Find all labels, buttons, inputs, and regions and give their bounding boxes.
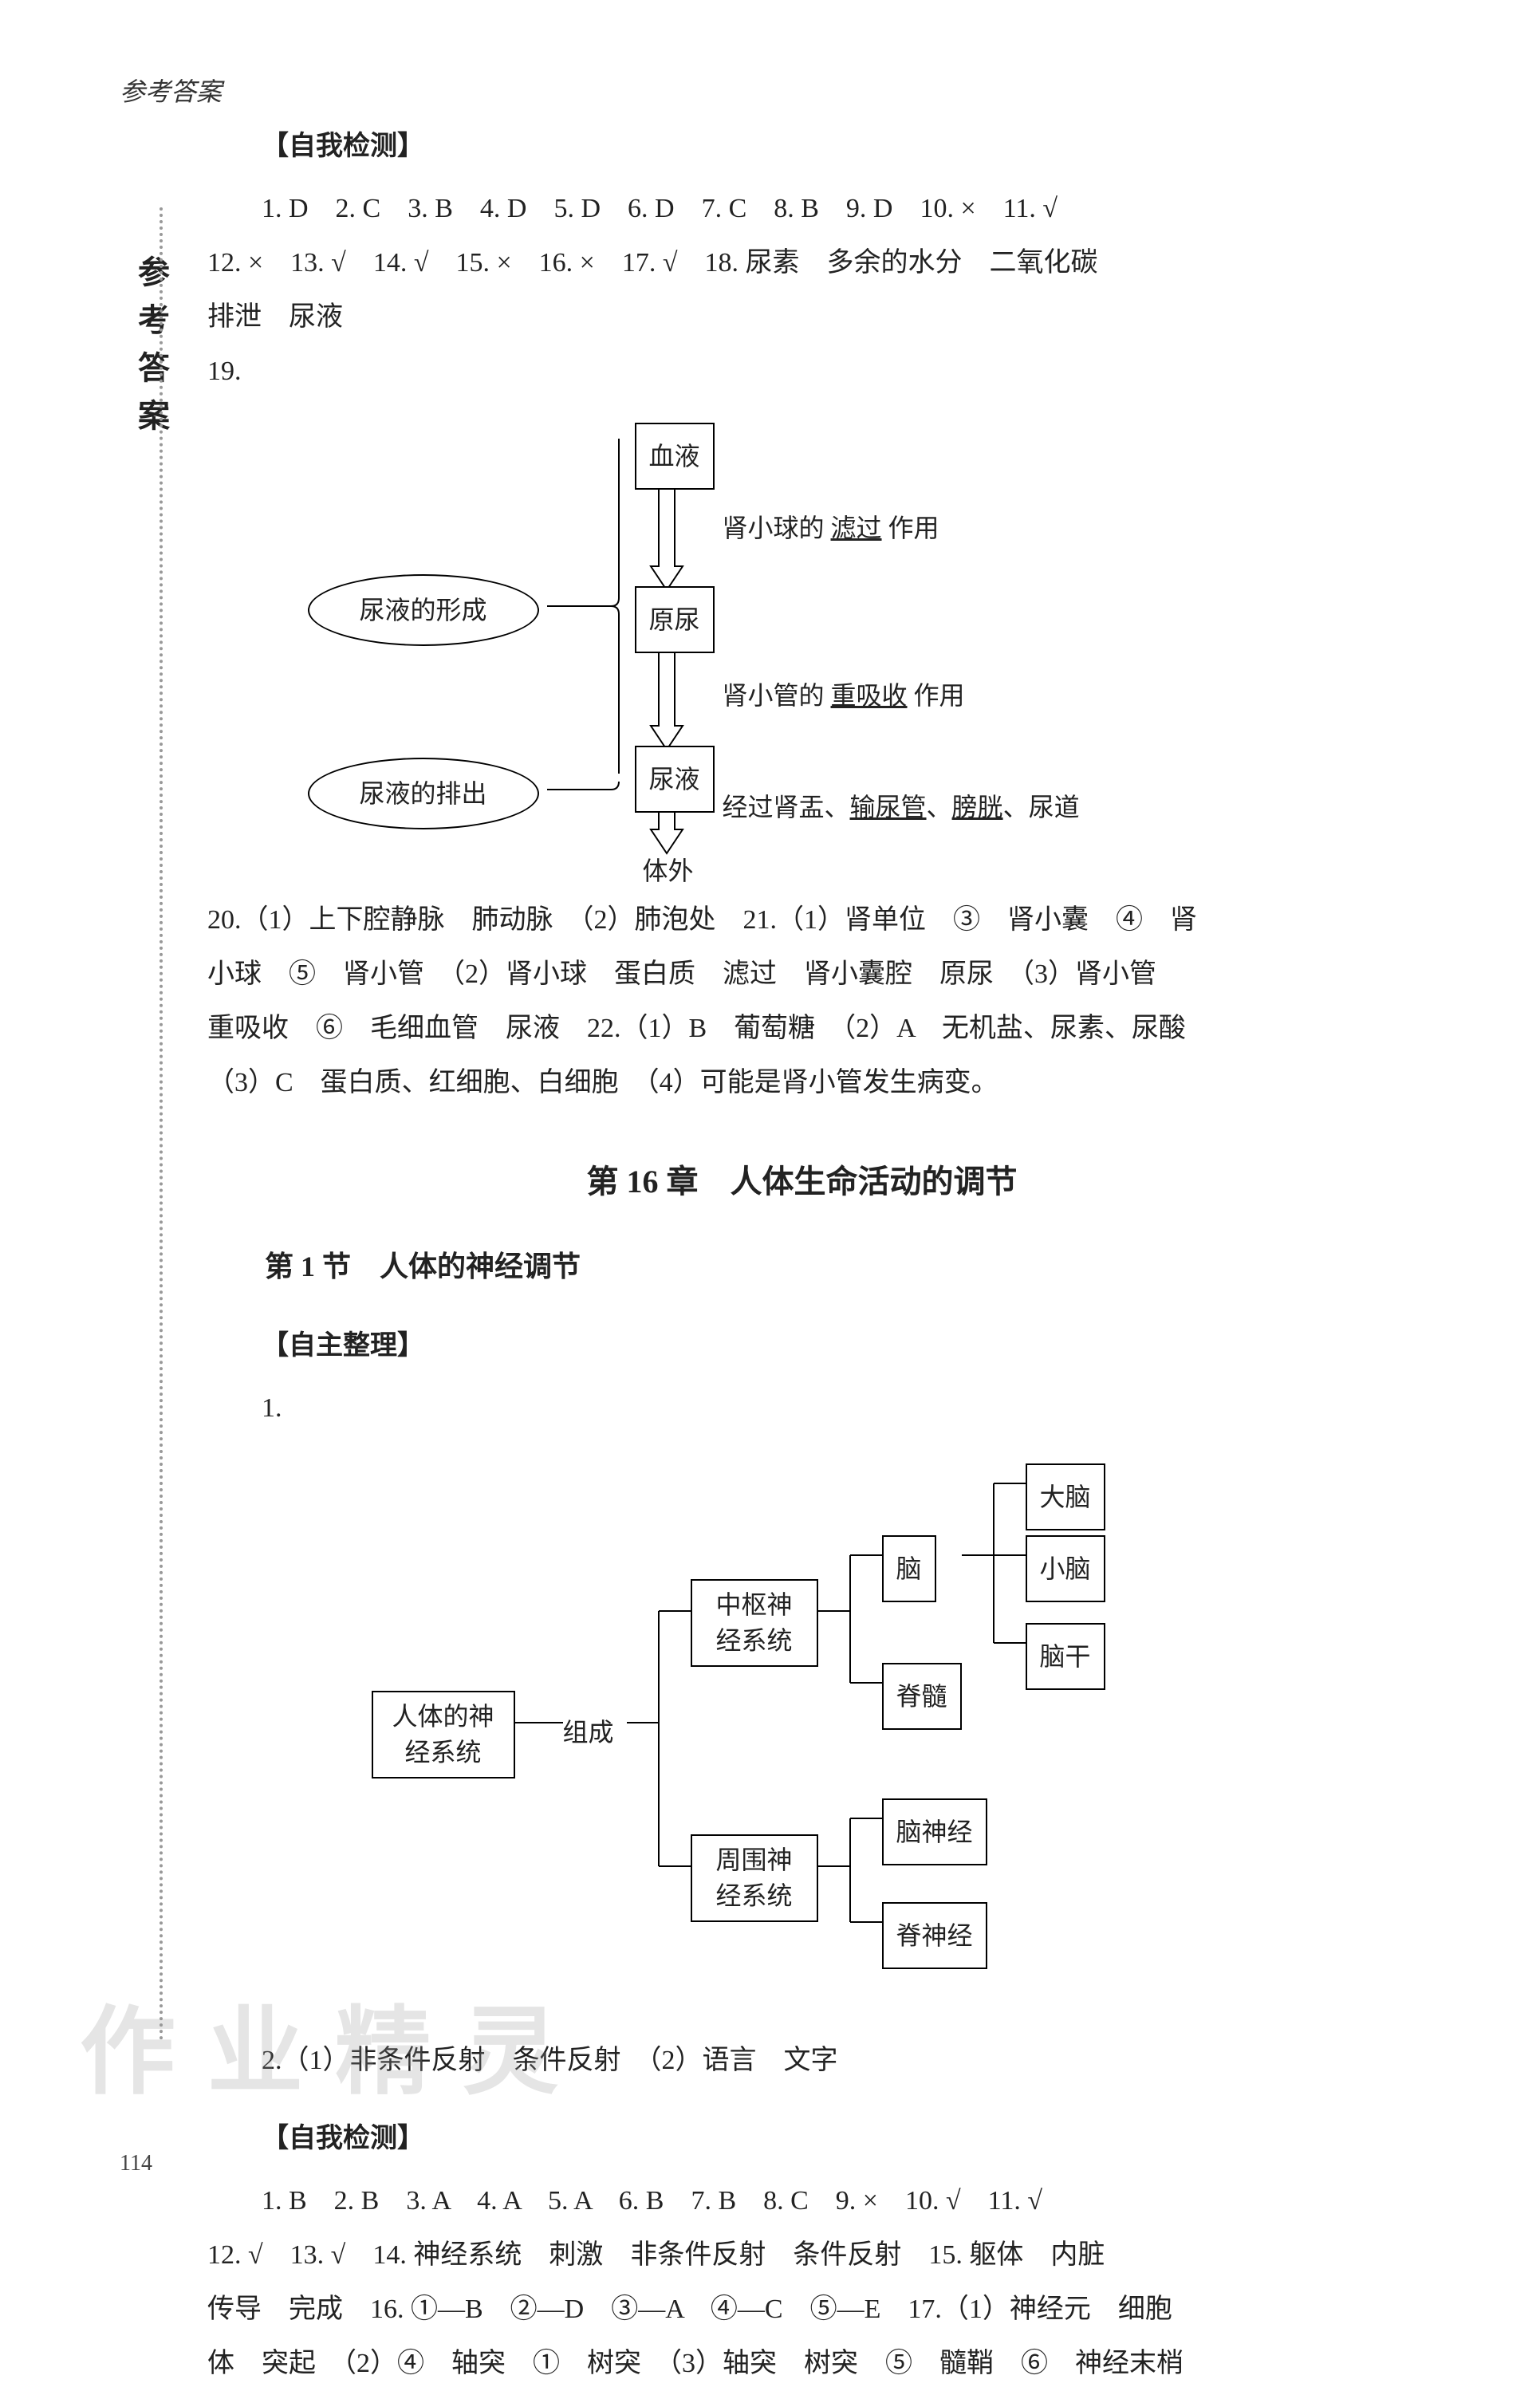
label-pre: 经过肾盂、 <box>723 793 850 821</box>
nervous-system-diagram: 人体的神经系统 组成 中枢神经系统 周围神经系统 脑 脊髓 脑神经 脊神经 大脑… <box>324 1452 1281 2010</box>
item-19: 19. <box>207 345 1396 399</box>
test-title-1: 【自我检测】 <box>207 120 1396 174</box>
label-pre: 肾小管的 <box>723 681 831 710</box>
para-line: 重吸收 ⑥ 毛细血管 尿液 22.（1）B 葡萄糖 （2）A 无机盐、尿素、尿酸 <box>207 1002 1396 1056</box>
label-u2: 膀胱 <box>952 793 1003 821</box>
label-post: 、尿道 <box>1003 793 1080 821</box>
answers-line: 体 突起 （2）④ 轴突 ① 树突 （3）轴突 树突 ⑤ 髓鞘 ⑥ 神经末梢 <box>207 2337 1396 2391</box>
box-brain: 脑 <box>882 1535 936 1602</box>
label-post: 作用 <box>908 681 965 710</box>
box-primary-urine: 原尿 <box>635 586 715 653</box>
answers-line: 12. √ 13. √ 14. 神经系统 刺激 非条件反射 条件反射 15. 躯… <box>207 2228 1396 2283</box>
box-cerebellum: 小脑 <box>1026 1535 1105 1602</box>
answers-block-1: 1. D 2. C 3. B 4. D 5. D 6. D 7. C 8. B … <box>207 182 1396 399</box>
chapter-title: 第 16 章 人体生命活动的调节 <box>207 1150 1396 1214</box>
answers-line: 排泄 尿液 <box>207 290 1396 345</box>
box-brainstem: 脑干 <box>1026 1623 1105 1690</box>
label-compose: 组成 <box>563 1707 614 1758</box>
label-filter: 肾小球的 滤过 作用 <box>723 502 939 553</box>
answers-line: 12. × 13. √ 14. √ 15. × 16. × 17. √ 18. … <box>207 236 1396 290</box>
label-passage: 经过肾盂、输尿管、膀胱、尿道 <box>723 782 1080 833</box>
label-u1: 输尿管 <box>850 793 927 821</box>
box-spinal: 脊髓 <box>882 1663 962 1730</box>
answers-line: 1. D 2. C 3. B 4. D 5. D 6. D 7. C 8. B … <box>207 182 1396 236</box>
header-decor: 参考答案 <box>120 72 222 108</box>
box-cns: 中枢神经系统 <box>691 1579 818 1667</box>
section-sub-title: 第 1 节 人体的神经调节 <box>207 1238 1396 1295</box>
box-urine: 尿液 <box>635 746 715 813</box>
side-label: 参考答案 <box>128 255 174 447</box>
label-pre: 肾小球的 <box>723 514 831 542</box>
item-1: 1. <box>207 1381 1396 1436</box>
box-pns: 周围神经系统 <box>691 1834 818 1922</box>
para-line: 20.（1）上下腔静脉 肺动脉 （2）肺泡处 21.（1）肾单位 ③ 肾小囊 ④… <box>207 893 1396 947</box>
side-dotted-line <box>160 207 163 2042</box>
self-title: 【自主整理】 <box>207 1319 1396 1373</box>
label-post: 作用 <box>882 514 939 542</box>
box-cranial-nerve: 脑神经 <box>882 1798 987 1865</box>
label-u: 滤过 <box>831 514 882 542</box>
box-cerebrum: 大脑 <box>1026 1463 1105 1530</box>
test-title-2: 【自我检测】 <box>207 2112 1396 2166</box>
box-root: 人体的神经系统 <box>372 1691 515 1778</box>
label-mid: 、 <box>927 793 952 821</box>
para-20-22: 20.（1）上下腔静脉 肺动脉 （2）肺泡处 21.（1）肾单位 ③ 肾小囊 ④… <box>207 893 1396 1110</box>
para-line: （3）C 蛋白质、红细胞、白细胞 （4）可能是肾小管发生病变。 <box>207 1056 1396 1110</box>
label-reabsorb: 肾小管的 重吸收 作用 <box>723 670 965 721</box>
box-blood: 血液 <box>635 423 715 490</box>
oval-formation: 尿液的形成 <box>308 574 539 646</box>
answers-line: 传导 完成 16. ①—B ②—D ③—A ④—C ⑤—E 17.（1）神经元 … <box>207 2283 1396 2337</box>
answers-block-2: 1. B 2. B 3. A 4. A 5. A 6. B 7. B 8. C … <box>207 2174 1396 2391</box>
label-outside: 体外 <box>643 845 694 896</box>
urine-formation-diagram: 尿液的形成 尿液的排出 血液 原尿 尿液 肾小球的 滤过 作用 肾小管的 重吸收… <box>244 423 1361 869</box>
watermark: 作业精灵 <box>80 1974 590 2113</box>
box-spinal-nerve: 脊神经 <box>882 1902 987 1969</box>
oval-excretion: 尿液的排出 <box>308 758 539 829</box>
answers-line: 1. B 2. B 3. A 4. A 5. A 6. B 7. B 8. C … <box>207 2174 1396 2228</box>
para-line: 小球 ⑤ 肾小管 （2）肾小球 蛋白质 滤过 肾小囊腔 原尿 （3）肾小管 <box>207 947 1396 1002</box>
page-number: 114 <box>120 2151 152 2176</box>
label-u: 重吸收 <box>831 681 908 710</box>
